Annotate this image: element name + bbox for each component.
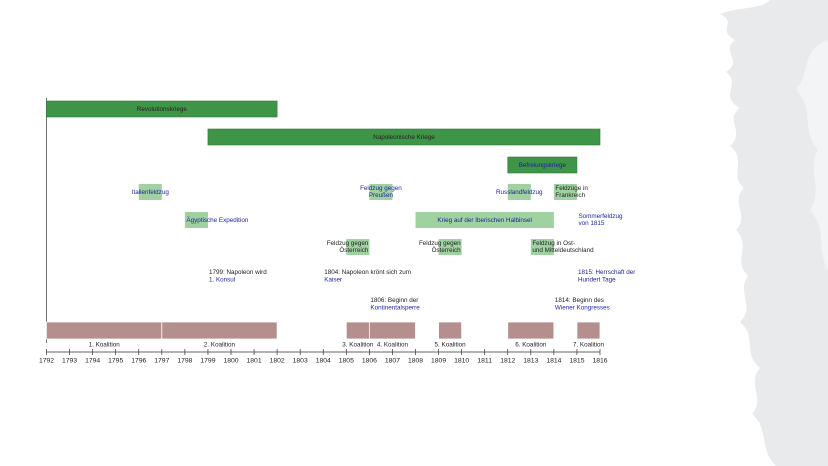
coalition-bar bbox=[46, 321, 163, 340]
x-axis-tick-label: 1806 bbox=[362, 358, 377, 365]
campaign-bar bbox=[438, 239, 462, 255]
coalition-label[interactable]: 2. Koalition bbox=[204, 342, 236, 349]
campaign-label[interactable]: Italienfeldzug bbox=[132, 189, 170, 196]
war-label: Napoleonische Kriege bbox=[373, 134, 435, 141]
event-label[interactable]: Hundert Tage bbox=[578, 277, 616, 284]
x-axis-tick-label: 1816 bbox=[592, 358, 607, 365]
x-axis-tick-label: 1802 bbox=[270, 358, 285, 365]
event-label: 1804: Napoleon krönt sich zum bbox=[324, 269, 411, 276]
event-label: 1806: Beginn der bbox=[370, 297, 418, 304]
campaign-label: und Mitteldeutschland bbox=[532, 247, 594, 254]
campaign-bar bbox=[369, 184, 393, 200]
war-bar[interactable] bbox=[207, 128, 601, 146]
campaign-label[interactable]: Preußen bbox=[369, 192, 394, 199]
event-label[interactable]: 1815: Herrschaft der bbox=[578, 269, 635, 276]
campaign-bar bbox=[507, 184, 531, 200]
campaign-label: Feldzug gegen bbox=[327, 240, 369, 247]
war-label: Revolutionskriege bbox=[137, 106, 188, 113]
event-label[interactable]: Kontinentalsperre bbox=[370, 305, 420, 312]
x-axis-tick-label: 1813 bbox=[523, 358, 538, 365]
event-label[interactable]: Wiener Kongresses bbox=[555, 305, 610, 312]
x-axis-tick-label: 1803 bbox=[293, 358, 308, 365]
coalition-bar bbox=[576, 321, 601, 340]
coalition-label[interactable]: 3. Koalition bbox=[342, 342, 374, 349]
campaign-label[interactable]: Krieg auf der Iberischen Halbinsel bbox=[437, 217, 532, 224]
x-axis-tick-label: 1809 bbox=[431, 358, 446, 365]
campaign-label: Feldzug in Ost- bbox=[532, 240, 575, 247]
x-axis-tick-label: 1811 bbox=[477, 358, 492, 365]
x-axis-tick-label: 1800 bbox=[223, 358, 238, 365]
campaign-label: Österreich bbox=[432, 246, 462, 254]
campaign-bar bbox=[346, 239, 370, 255]
campaign-label[interactable]: von 1815 bbox=[578, 220, 604, 227]
campaign-bar bbox=[553, 184, 577, 200]
event-label[interactable]: 1. Konsul bbox=[209, 277, 235, 284]
event-label: 1814: Beginn des bbox=[555, 297, 604, 304]
campaign-bar bbox=[415, 212, 554, 228]
coalition-label[interactable]: 1. Koalition bbox=[89, 342, 121, 349]
war-bar[interactable] bbox=[46, 100, 278, 118]
campaign-bar bbox=[138, 184, 162, 200]
coalition-bar bbox=[345, 321, 370, 340]
coalition-label[interactable]: 4. Koalition bbox=[377, 342, 409, 349]
x-axis-tick-label: 1805 bbox=[339, 358, 354, 365]
coalition-label[interactable]: 5. Koalition bbox=[435, 342, 467, 349]
campaign-label[interactable]: Sommerfeldzug bbox=[578, 213, 623, 220]
campaign-label[interactable]: Feldzug gegen bbox=[360, 185, 402, 192]
coalition-bar bbox=[161, 321, 278, 340]
campaign-bar bbox=[184, 212, 208, 228]
x-axis-tick-label: 1797 bbox=[154, 358, 169, 365]
war-label[interactable]: Befreiungskriege bbox=[519, 162, 567, 169]
x-axis-tick-label: 1810 bbox=[454, 358, 469, 365]
coalition-label[interactable]: 6. Koalition bbox=[515, 342, 547, 349]
x-axis-tick-label: 1794 bbox=[85, 358, 100, 365]
coalition-bar bbox=[438, 321, 463, 340]
x-axis-tick-label: 1814 bbox=[546, 358, 561, 365]
x-axis-tick-label: 1807 bbox=[385, 358, 400, 365]
x-axis-tick-label: 1793 bbox=[62, 358, 77, 365]
x-axis-tick-label: 1796 bbox=[131, 358, 146, 365]
x-axis-tick-label: 1799 bbox=[200, 358, 215, 365]
war-bar[interactable] bbox=[507, 156, 578, 174]
campaign-label: Österreich bbox=[339, 246, 369, 254]
campaign-bar bbox=[530, 239, 554, 255]
x-axis-tick-label: 1815 bbox=[569, 358, 584, 365]
campaign-label[interactable]: Russlandfeldzug bbox=[496, 189, 543, 196]
event-label: 1799: Napoleon wird bbox=[209, 269, 267, 276]
x-axis-tick-label: 1812 bbox=[500, 358, 515, 365]
x-axis-tick-label: 1795 bbox=[108, 358, 123, 365]
x-axis-tick-label: 1808 bbox=[408, 358, 423, 365]
coalition-label[interactable]: 7. Koalition bbox=[573, 342, 605, 349]
campaign-label: Frankreich bbox=[555, 192, 585, 199]
x-axis-tick-label: 1804 bbox=[316, 358, 331, 365]
x-axis-tick-label: 1798 bbox=[177, 358, 192, 365]
campaign-label: Feldzug gegen bbox=[419, 240, 461, 247]
x-axis-tick-label: 1792 bbox=[39, 358, 54, 365]
event-label[interactable]: Kaiser bbox=[324, 277, 342, 284]
coalition-bar bbox=[368, 321, 416, 340]
campaign-label[interactable]: Ägyptische Expedition bbox=[186, 216, 248, 224]
coalition-bar bbox=[507, 321, 555, 340]
x-axis-tick-label: 1801 bbox=[247, 358, 262, 365]
campaign-label: Feldzüge in bbox=[555, 185, 588, 192]
